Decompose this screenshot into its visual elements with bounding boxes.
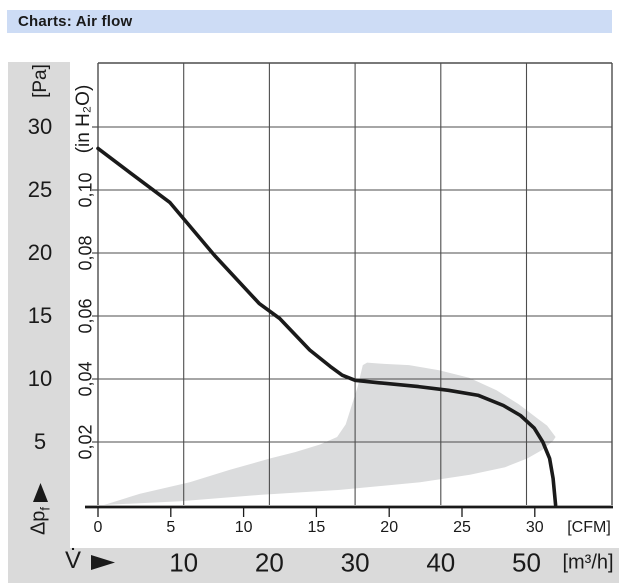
pressure-symbol-label: Δpf: [28, 507, 53, 535]
m3h-tick-label: 20: [254, 547, 284, 578]
flow-axis-band: [8, 548, 619, 583]
page-title: Charts: Air flow: [18, 13, 133, 30]
fan-curve-line: [96, 146, 558, 507]
delta-p-subscript: f: [37, 506, 53, 511]
cfm-unit-label: [CFM]: [567, 519, 611, 536]
pa-tick-label: 5: [33, 429, 47, 454]
pa-tick-label: 25: [27, 177, 53, 202]
inh2o-tick-label: 0,08: [75, 235, 96, 271]
title-bar: Charts: Air flow: [7, 10, 612, 33]
cfm-tick-label: 30: [525, 519, 544, 536]
cfm-tick-label: 0: [93, 519, 103, 536]
axis-ticks: [92, 126, 536, 517]
gridlines: [98, 63, 612, 505]
cfm-tick-label: 15: [307, 519, 326, 536]
inh2o-tick-label: 0,10: [75, 172, 96, 208]
inh2o-axis-label: (in H₂O): [73, 84, 94, 154]
m3h-tick-label: 50: [512, 547, 541, 578]
flow-axis-arrow-icon: [91, 555, 115, 570]
pressure-unit-label: [Pa]: [30, 64, 51, 98]
inh2o-tick-label: 0,06: [75, 298, 96, 334]
flow-symbol-label: V̇: [64, 547, 82, 574]
operating-region-shape: [104, 362, 556, 505]
cfm-tick-label: 25: [453, 519, 471, 536]
pa-tick-label: 30: [27, 114, 53, 139]
m3h-tick-label: 30: [340, 547, 370, 578]
cfm-tick-label: 5: [166, 519, 176, 536]
pa-tick-label: 10: [27, 366, 53, 391]
plot-border: [85, 62, 613, 509]
m3h-tick-label: 40: [426, 547, 456, 578]
cfm-tick-label: 10: [234, 519, 253, 536]
inh2o-tick-label: 0,02: [75, 424, 96, 460]
m3h-unit-label: [m³/h]: [562, 551, 614, 574]
pa-tick-label: 15: [27, 303, 53, 328]
inh2o-tick-label: 0,04: [75, 361, 96, 397]
pressure-axis-arrow-icon: [33, 483, 48, 502]
delta-p-text: Δp: [27, 510, 50, 536]
m3h-tick-label: 10: [169, 547, 199, 578]
pa-tick-label: 20: [27, 240, 53, 265]
cfm-tick-label: 20: [380, 519, 399, 536]
